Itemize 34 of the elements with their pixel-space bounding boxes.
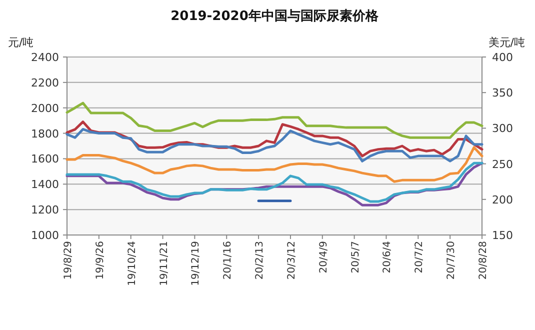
x-tick-label: 20/8/28 bbox=[478, 241, 489, 280]
chart-title: 2019-2020年中国与国际尿素价格 bbox=[170, 8, 380, 24]
y2-tick-label: 250 bbox=[492, 158, 513, 171]
x-tick-label: 20/3/12 bbox=[286, 241, 298, 280]
y-tick-label: 1400 bbox=[31, 178, 59, 192]
y-tick-label: 1000 bbox=[31, 229, 59, 242]
y2-tick-label: 300 bbox=[492, 122, 513, 136]
x-tick-label: 20/7/2 bbox=[414, 241, 426, 274]
line-series bbox=[66, 102, 484, 139]
x-tick-label: 19/8/29 bbox=[63, 241, 74, 280]
x-tick-label: 19/11/21 bbox=[158, 241, 170, 286]
x-tick-label: 19/10/24 bbox=[126, 241, 138, 286]
y-tick-label: 2200 bbox=[31, 76, 59, 90]
x-tick-label: 20/7/30 bbox=[446, 241, 458, 280]
x-tick-label: 20/5/7 bbox=[350, 241, 362, 274]
line-series bbox=[66, 128, 484, 162]
y2-axis-title: 美元/吨 bbox=[488, 36, 525, 49]
y-axis-title: 元/吨 bbox=[8, 36, 34, 49]
y-tick-label: 2000 bbox=[31, 102, 59, 115]
x-tick-label: 20/2/13 bbox=[254, 241, 266, 280]
x-tick-label: 19/12/19 bbox=[190, 241, 202, 286]
y2-tick-label: 350 bbox=[492, 86, 513, 100]
y-tick-label: 2400 bbox=[31, 51, 59, 64]
y-tick-label: 1200 bbox=[31, 204, 59, 217]
y-tick-label: 1600 bbox=[31, 152, 59, 166]
y-tick-label: 1800 bbox=[31, 127, 59, 140]
y2-tick-label: 400 bbox=[492, 51, 513, 64]
x-tick-label: 20/6/4 bbox=[382, 241, 394, 274]
x-tick-label: 19/9/26 bbox=[94, 241, 106, 280]
x-tick-label: 20/4/9 bbox=[318, 241, 330, 274]
line-series bbox=[66, 146, 484, 183]
x-tick-label: 20/1/16 bbox=[222, 241, 234, 280]
y2-tick-label: 200 bbox=[492, 193, 513, 206]
y2-tick-label: 150 bbox=[492, 229, 513, 242]
